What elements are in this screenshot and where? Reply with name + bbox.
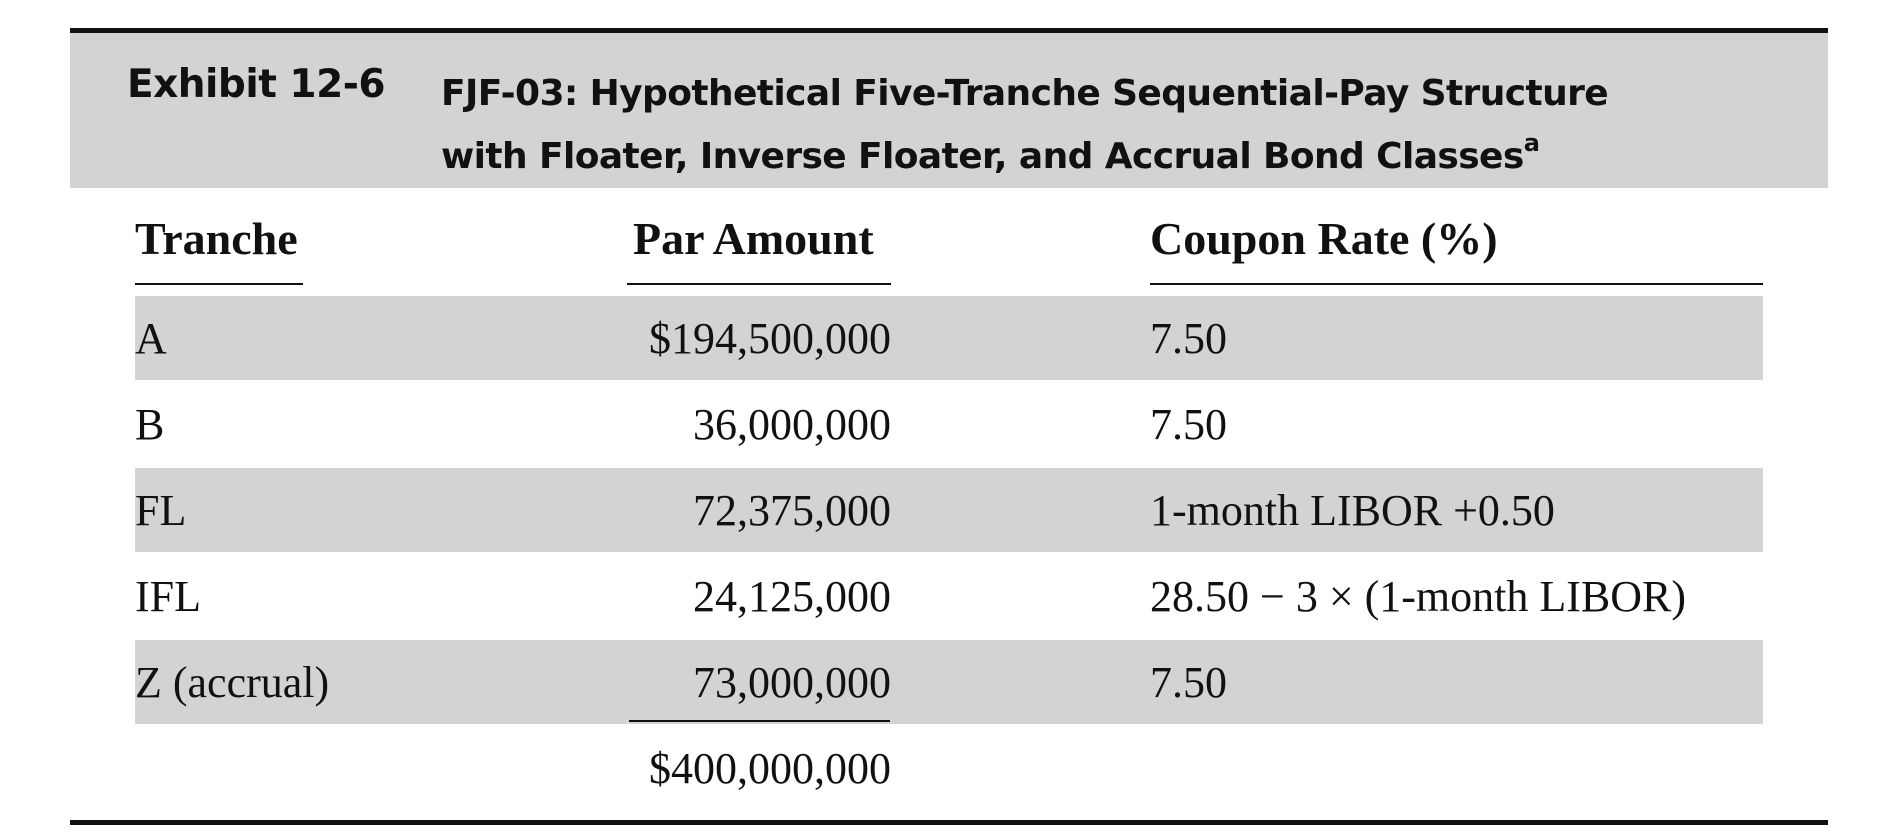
table-row-coupon-rate: 7.50	[1150, 314, 1227, 363]
table-row-tranche: Z (accrual)	[135, 658, 330, 707]
exhibit-title: FJF-03: Hypothetical Five-Tranche Sequen…	[441, 62, 1609, 188]
header-par-amount: Par Amount	[633, 213, 874, 264]
header-tranche-rule	[135, 283, 303, 285]
exhibit-title-line-2: with Floater, Inverse Floater, and Accru…	[441, 125, 1608, 188]
exhibit-label: Exhibit 12-6	[127, 62, 386, 107]
table-row-tranche: IFL	[135, 572, 201, 621]
header-coupon-rate: Coupon Rate (%)	[1150, 213, 1498, 264]
exhibit-table: Exhibit 12-6 FJF-03: Hypothetical Five-T…	[70, 28, 1828, 825]
table-row-coupon-rate: 7.50	[1150, 400, 1227, 449]
total-par-amount: $400,000,000	[649, 744, 891, 793]
table-row-par-amount: $194,500,000	[649, 314, 891, 363]
header-par-amount-rule	[627, 283, 891, 285]
top-rule	[70, 28, 1828, 33]
exhibit-title-line-1: FJF-03: Hypothetical Five-Tranche Sequen…	[441, 73, 1609, 114]
table-row-coupon-rate: 7.50	[1150, 658, 1227, 707]
table-row-tranche: FL	[135, 486, 187, 535]
footnote-marker: a	[1523, 129, 1540, 157]
header-coupon-rate-rule	[1150, 283, 1763, 285]
table-row-par-amount: 72,375,000	[693, 486, 891, 535]
table-row-coupon-rate: 1-month LIBOR +0.50	[1150, 486, 1555, 535]
bottom-rule	[70, 820, 1828, 825]
table-row-tranche: A	[135, 314, 167, 363]
row-band-fl	[135, 468, 1763, 552]
table-row-par-amount: 73,000,000	[693, 658, 891, 707]
row-band-z	[135, 640, 1763, 724]
table-row-tranche: B	[135, 400, 165, 449]
table-row-par-amount: 24,125,000	[693, 572, 891, 621]
header-tranche: Tranche	[135, 213, 298, 264]
title-band: Exhibit 12-6 FJF-03: Hypothetical Five-T…	[70, 33, 1828, 188]
table-row-par-amount: 36,000,000	[693, 400, 891, 449]
exhibit-title-line-2-text: with Floater, Inverse Floater, and Accru…	[441, 136, 1524, 177]
table-row-coupon-rate: 28.50 − 3 × (1-month LIBOR)	[1150, 572, 1687, 621]
total-rule	[629, 720, 890, 722]
row-band-a	[135, 296, 1763, 380]
